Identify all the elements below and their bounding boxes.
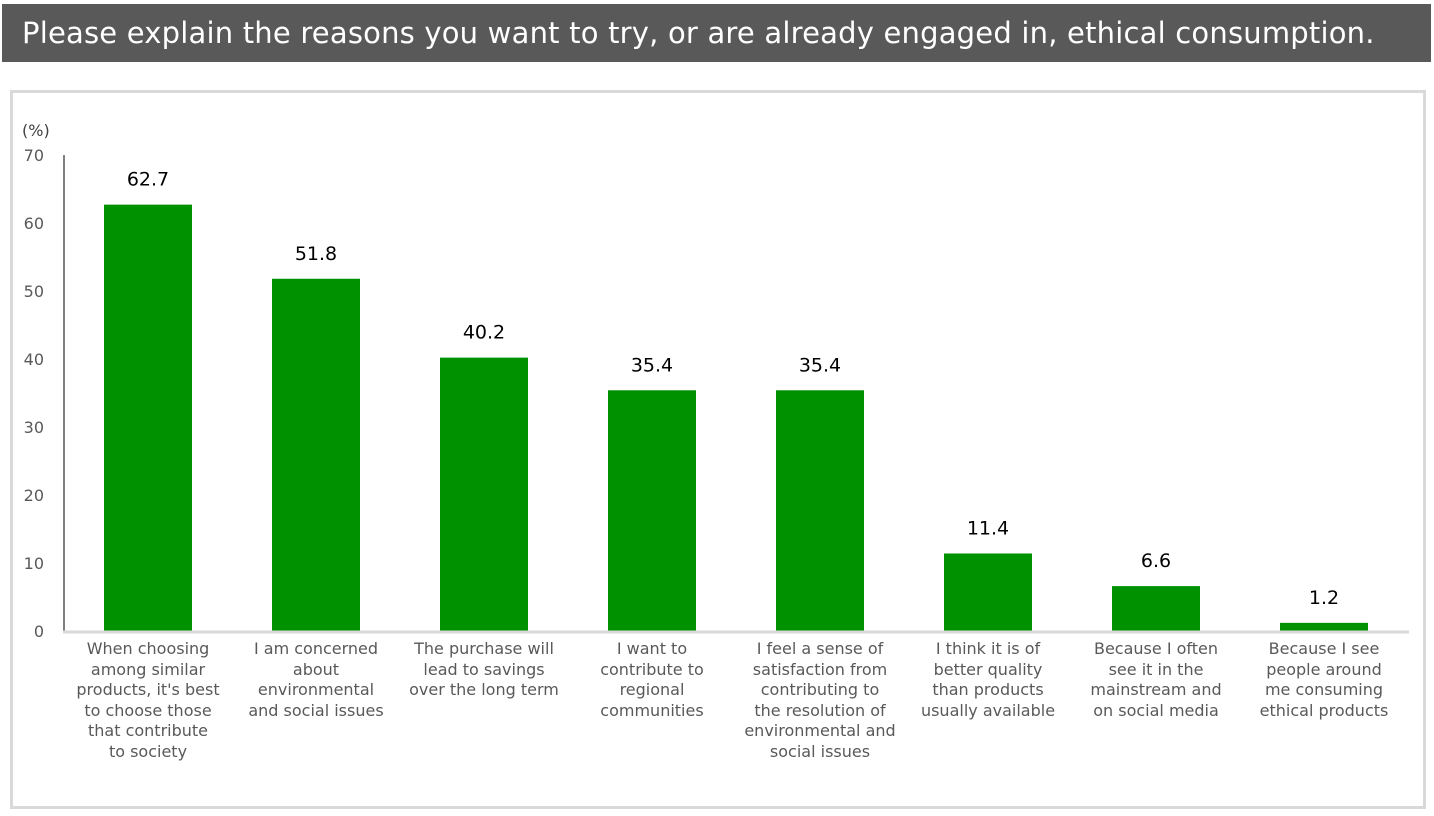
x-tick-label: I want to contribute to regional communitie… bbox=[570, 639, 734, 721]
x-tick-label-line: contributing to bbox=[760, 680, 880, 699]
x-tick-label: When choosing among similar products, it's… bbox=[66, 639, 230, 762]
x-tick-label-line: to society bbox=[108, 741, 188, 761]
y-tick-label: 50 bbox=[24, 282, 44, 301]
bar bbox=[272, 278, 360, 631]
bar bbox=[440, 357, 528, 631]
y-tick-label: 10 bbox=[24, 554, 44, 573]
y-tick-label: 0 bbox=[34, 622, 44, 641]
x-tick-label-line: The purchase will bbox=[414, 639, 554, 658]
bar bbox=[944, 553, 1032, 631]
x-tick-label-line: social issues bbox=[769, 741, 871, 761]
y-axis-unit-label: (%) bbox=[22, 121, 50, 140]
x-tick-label-line: ethical products bbox=[1259, 700, 1389, 720]
x-tick-label-line: better quality bbox=[933, 659, 1043, 679]
data-label: 11.4 bbox=[967, 517, 1009, 539]
bar bbox=[776, 390, 864, 631]
data-labels: 62.7 51.8 40.2 35.4 35.4 11.4 6.6 1.2 bbox=[127, 169, 1339, 609]
y-tick-label: 60 bbox=[24, 214, 44, 233]
x-tick-label-line: me consuming bbox=[1264, 680, 1384, 699]
x-tick-label-line: I am concerned bbox=[253, 639, 379, 658]
data-label: 35.4 bbox=[799, 354, 841, 376]
x-tick-label-line: the resolution of bbox=[754, 700, 886, 720]
x-tick-label-line: Because I see bbox=[1268, 639, 1380, 658]
x-tick-label-line: contribute to bbox=[600, 659, 704, 679]
chart-frame bbox=[10, 90, 1426, 809]
x-tick-label-line: When choosing bbox=[86, 639, 210, 658]
x-tick-label-line: Because I often bbox=[1093, 639, 1219, 658]
y-tick-label: 40 bbox=[24, 350, 44, 369]
x-tick-label-line: that contribute bbox=[87, 721, 208, 740]
data-label: 40.2 bbox=[463, 322, 505, 344]
x-tick-label-line: see it in the bbox=[1108, 659, 1204, 679]
y-tick-label: 20 bbox=[24, 486, 44, 505]
data-label: 6.6 bbox=[1141, 550, 1171, 572]
x-tick-label-line: environmental and bbox=[744, 721, 896, 740]
bars bbox=[104, 204, 1368, 631]
x-tick-label-line: environmental bbox=[257, 680, 375, 699]
x-tick-label-line: on social media bbox=[1093, 700, 1219, 720]
x-tick-label: I am concerned about environmental and soci… bbox=[234, 639, 398, 721]
x-tick-label-line: among similar bbox=[90, 659, 206, 679]
x-tick-label: I feel a sense of satisfaction from contri… bbox=[738, 639, 902, 762]
data-label: 62.7 bbox=[127, 169, 169, 191]
y-axis-ticks: 0 10 20 30 40 50 60 70 bbox=[24, 146, 44, 641]
x-tick-label-line: to choose those bbox=[84, 700, 212, 720]
data-label: 35.4 bbox=[631, 354, 673, 376]
x-tick-label: The purchase will lead to savings over the… bbox=[402, 639, 566, 701]
x-tick-label: Because I see people around me consuming et… bbox=[1242, 639, 1406, 721]
y-tick-label: 70 bbox=[24, 146, 44, 165]
x-tick-label-line: I want to bbox=[616, 639, 688, 658]
bar bbox=[1112, 586, 1200, 631]
x-tick-label-line: satisfaction from bbox=[752, 659, 888, 679]
x-tick-label-line: communities bbox=[600, 700, 704, 720]
bar bbox=[1280, 622, 1368, 631]
x-tick-label-line: mainstream and bbox=[1090, 680, 1222, 699]
x-tick-label-line: usually available bbox=[920, 700, 1056, 720]
x-tick-label-line: regional bbox=[619, 680, 685, 699]
chart-title: Please explain the reasons you want to t… bbox=[2, 4, 1431, 62]
x-tick-label-line: and social issues bbox=[248, 700, 384, 720]
bar bbox=[104, 204, 192, 631]
x-tick-label: I think it is of better quality than produ… bbox=[906, 639, 1070, 721]
x-tick-label-line: about bbox=[292, 659, 340, 679]
data-label: 1.2 bbox=[1309, 587, 1339, 609]
x-tick-label-line: products, it's best bbox=[76, 680, 220, 699]
x-tick-label-line: lead to savings bbox=[423, 659, 545, 679]
data-label: 51.8 bbox=[295, 243, 337, 265]
x-tick-label-line: I think it is of bbox=[935, 639, 1041, 658]
x-tick-label-line: people around bbox=[1266, 659, 1382, 679]
x-tick-label: Because I often see it in the mainstream a… bbox=[1074, 639, 1238, 721]
bar bbox=[608, 390, 696, 631]
x-tick-label-line: over the long term bbox=[409, 680, 559, 699]
y-tick-label: 30 bbox=[24, 418, 44, 437]
x-tick-label-line: I feel a sense of bbox=[756, 639, 884, 658]
x-tick-label-line: than products bbox=[932, 680, 1044, 699]
